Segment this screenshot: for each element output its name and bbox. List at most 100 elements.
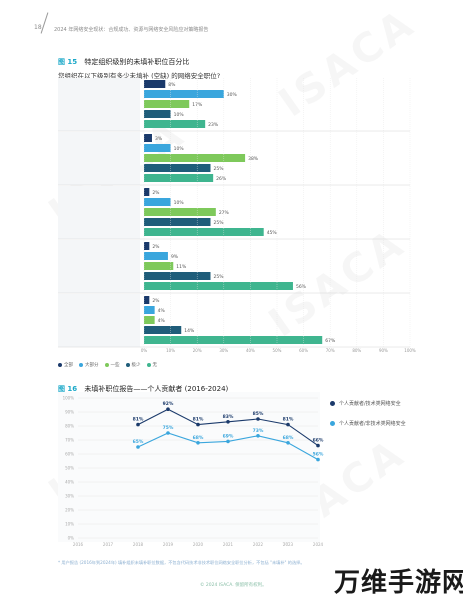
bar [144,252,168,260]
point-value-label: 66% [313,438,324,444]
category-block [58,78,140,131]
bar-value-label: 2% [152,298,160,304]
bar-value-label: 38% [248,156,259,162]
data-point [316,443,320,448]
line-legend-item: 个人贡献者/技术类网络安全 [330,400,401,407]
bar [144,282,293,290]
y-tick-label: 60% [65,452,74,457]
running-title: 2024 年网络安全现状：合规成功、资源与网络安全风险应对策略报告 [54,27,209,33]
y-tick-label: 90% [65,410,74,415]
x-tick-label: 2020 [193,542,204,547]
legend-item: 一些 [104,362,120,368]
legend-swatch [104,363,109,367]
bar-value-label: 27% [219,210,230,216]
bar-value-label: 3% [155,136,163,142]
legend-swatch [58,363,62,367]
bar [144,296,150,304]
point-value-label: 68% [283,435,294,441]
x-tick-label: 30% [219,348,228,353]
bar-value-label: 4% [158,308,166,314]
bar-value-label: 56% [296,284,307,290]
bar-value-label: 11% [176,264,187,270]
bar-value-label: 23% [208,122,219,128]
figure2-title: 图 16 未填补职位报告——个人贡献者 (2016-2024) [58,384,228,394]
bar [144,164,211,172]
line-legend-label: 个人贡献者/技术类网络安全 [339,401,401,407]
x-tick-label: 2018 [133,542,144,547]
x-tick-label: 2024 [313,542,324,547]
figure1-title-text: 特定组织级别的未填补职位百分比 [84,58,190,66]
category-block [58,132,140,185]
figure1-legend: 全部 大部分 一些 极少 无 [58,362,157,368]
legend-swatch [125,363,130,367]
bar [144,120,206,128]
bar-value-label: 4% [158,318,166,324]
footer-copyright: © 2024 ISACA. 保留所有权利。 [200,583,267,588]
bar [144,198,171,206]
bar [144,208,216,216]
data-point [166,431,170,435]
figure2-label: 图 16 [58,385,78,393]
bar-value-label: 67% [325,338,336,344]
legend-label: 全部 [64,363,73,368]
legend-label: 无 [152,363,158,368]
bar [144,316,155,324]
data-point [256,434,260,438]
line-legend-item: 个人贡献者/非技术类网络安全 [330,420,406,427]
data-point [136,422,140,427]
y-tick-label: 10% [65,522,74,527]
point-value-label: 65% [133,439,144,445]
bar-value-label: 9% [171,254,179,260]
legend-item: 极少 [125,362,141,368]
bar-value-label: 2% [152,190,160,196]
x-tick-label: 2023 [283,542,294,547]
bar [144,336,323,344]
y-tick-label: 70% [65,438,74,443]
y-tick-label: 80% [65,424,74,429]
legend-label: 大部分 [85,363,99,368]
point-value-label: 69% [223,433,234,439]
bar [144,134,152,142]
point-value-label: 56% [313,452,324,458]
brand-logo-text: 万维手游网 [334,568,463,598]
bar [144,174,214,182]
point-value-label: 81% [283,417,294,423]
y-tick-label: 20% [65,508,74,513]
y-tick-label: 40% [65,480,74,485]
point-value-label: 81% [193,417,204,423]
x-tick-label: 100% [404,348,416,353]
bar [144,228,264,236]
x-tick-label: 20% [193,348,202,353]
x-tick-label: 10% [166,348,175,353]
bar [144,272,211,280]
legend-label: 一些 [110,363,120,368]
bar [144,90,224,98]
bar-value-label: 10% [174,146,185,152]
bar-value-label: 45% [267,230,278,236]
bar [144,154,246,162]
data-point [316,457,320,462]
legend-item: 全部 [58,362,73,368]
bar [144,188,150,196]
y-tick-label: 50% [65,466,74,471]
category-block [58,294,140,347]
x-tick-label: 80% [352,348,361,353]
x-tick-label: 50% [273,348,282,353]
figure2-title-text: 未填补职位报告——个人贡献者 (2016-2024) [84,385,229,393]
data-point [196,422,200,427]
bar-value-label: 26% [216,176,227,182]
footnote: * 用户报告 (2016年到2024年) 填补组织未填补职位数据，不包含代码技术… [58,560,305,565]
data-point [286,422,290,427]
data-point [136,445,140,449]
y-tick-label: 0% [68,536,75,541]
point-value-label: 85% [253,411,264,417]
x-tick-label: 90% [379,348,388,353]
legend-item: 大部分 [79,362,99,368]
legend-swatch [146,363,151,367]
bar-value-label: 10% [174,112,185,118]
data-point [196,441,200,445]
category-block [58,186,140,239]
line-chart-bg [58,392,320,542]
